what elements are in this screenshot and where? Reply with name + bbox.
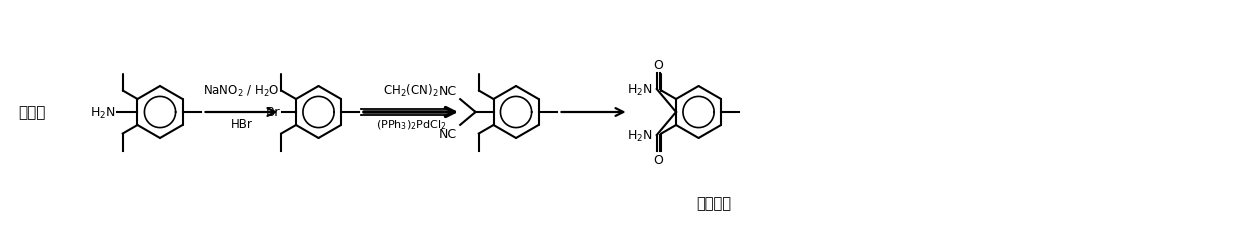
- Text: NC: NC: [439, 127, 457, 140]
- Text: HBr: HBr: [230, 117, 253, 130]
- Text: 中间体二: 中间体二: [696, 196, 732, 211]
- Text: 路线一: 路线一: [19, 105, 46, 120]
- Text: Br: Br: [265, 106, 280, 119]
- Text: NC: NC: [439, 85, 457, 98]
- Text: O: O: [654, 153, 664, 166]
- Text: H$_2$N: H$_2$N: [628, 128, 652, 143]
- Text: NaNO$_2$ / H$_2$O: NaNO$_2$ / H$_2$O: [203, 83, 280, 99]
- Text: H$_2$N: H$_2$N: [628, 82, 652, 97]
- Text: O: O: [654, 59, 664, 72]
- Text: (PPh$_3$)$_2$PdCl$_2$: (PPh$_3$)$_2$PdCl$_2$: [375, 117, 447, 131]
- Text: H$_2$N: H$_2$N: [90, 105, 115, 120]
- Text: CH$_2$(CN)$_2$: CH$_2$(CN)$_2$: [384, 83, 438, 99]
